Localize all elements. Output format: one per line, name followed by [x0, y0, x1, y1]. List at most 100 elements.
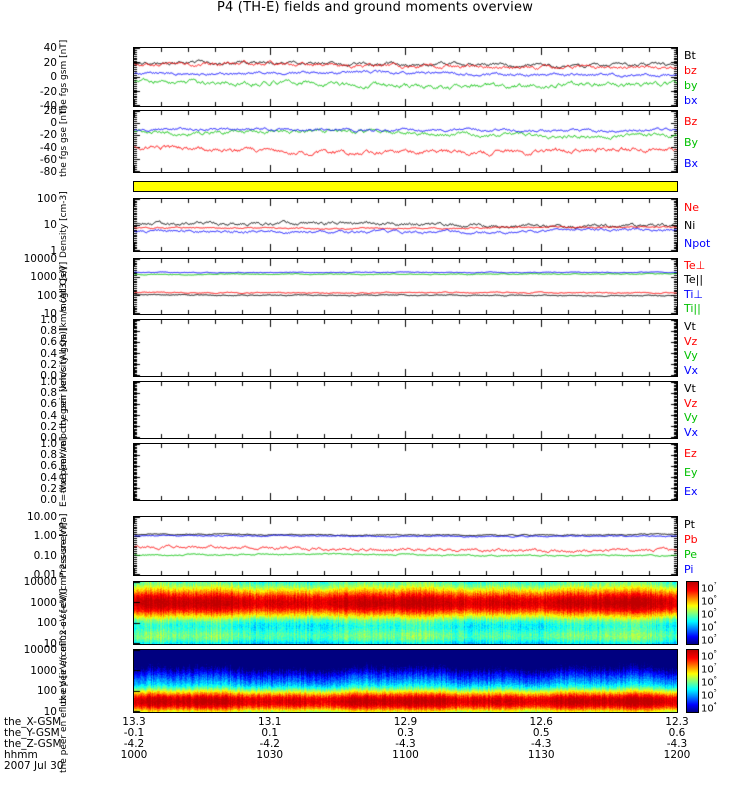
x-tick-1-hhmm: 1030: [256, 749, 284, 761]
y-tick-fgs-gsm-3: -20: [39, 85, 57, 98]
legend-fgs-gsm-Bt: Bt: [684, 48, 696, 62]
panel-plot-area-pressure: [134, 517, 677, 575]
panel-pressure: [133, 516, 678, 576]
y-tick-density-2: 1: [50, 245, 57, 257]
y-tick-peir-spectrogram-3: 10: [43, 638, 57, 650]
y-tick-fgs-gse-4: -60: [39, 153, 57, 166]
y-axis-title-peer-velocity: the peer velocity gsm [km/s (All Qs)]: [59, 327, 69, 493]
y-tick-peer-spectrogram-2: 100: [36, 685, 57, 698]
legend-peer-velocity-Vz: Vz: [684, 396, 698, 410]
colorbar-label-peer-spectrogram-1: 10⁷: [701, 662, 717, 676]
y-tick-labels-state-bar: [0, 181, 131, 192]
legend-peer-velocity-Vy: Vy: [684, 411, 698, 425]
y-tick-labels-fgs-gsm: 40 20 0 -20 -40: [0, 42, 131, 112]
x-tick-3-x_gsm: 12.6: [529, 716, 553, 728]
y-tick-peer-spectrogram-0: 10000: [23, 644, 57, 656]
y-tick-peir-velocity-4: 0.2: [40, 358, 57, 371]
panel-plot-area-temperature: [134, 259, 677, 314]
x-tick-0-x_gsm: 13.3: [122, 716, 146, 728]
legend-fgs-gse-Bx: Bx: [684, 156, 699, 170]
colorbar-label-peir-spectrogram-4: 10³: [701, 632, 717, 646]
date-stamp: 2007 Jul 30: [4, 760, 64, 772]
y-tick-temperature-2: 100: [36, 289, 57, 302]
legend-pressure-Pi: Pi: [684, 562, 694, 576]
x-tick-2-y_gsm: 0.3: [397, 727, 414, 739]
x-tick-1-y_gsm: 0.1: [261, 727, 279, 739]
legend-temperature-Te: Te||: [684, 273, 704, 287]
y-tick-temperature-1: 1000: [30, 271, 57, 284]
y-tick-peir-spectrogram-1: 1000: [30, 596, 57, 609]
x-tick-0-z_gsm: -4.2: [123, 738, 145, 750]
y-tick-pressure-1: 1.00: [33, 530, 57, 543]
legend-fgs-gsm-by: by: [684, 78, 698, 92]
y-tick-temperature-3: 10: [43, 308, 57, 320]
legend-peer-velocity-Vx: Vx: [684, 425, 699, 439]
y-tick-fgs-gsm-2: 0: [50, 71, 57, 83]
y-tick-fgs-gse-0: 20: [43, 105, 57, 117]
legend-fgs-gse-By: By: [684, 135, 699, 149]
colorbar-label-peer-spectrogram-2: 10⁶: [701, 675, 717, 689]
legend-temperature-Te: Te⊥: [684, 259, 706, 273]
x-axis-row-label-2: the_Z-GSM: [4, 738, 62, 750]
x-axis-row-label-0: the_X-GSM: [4, 716, 62, 728]
y-tick-peer-velocity-4: 0.2: [40, 420, 57, 433]
panel-plot-area-state-bar: [134, 182, 677, 191]
legend-peir-velocity-Vz: Vz: [684, 334, 698, 348]
y-tick-peir-velocity-3: 0.4: [40, 347, 57, 360]
panel-plot-area-peer-spectrogram: [134, 650, 677, 712]
y-tick-temperature-0: 10000: [23, 253, 57, 265]
x-tick-0-y_gsm: -0.1: [123, 727, 145, 739]
panel-plot-area-efield: [134, 444, 677, 500]
y-tick-efield-3: 0.4: [40, 471, 57, 484]
panel-efield: [133, 443, 678, 501]
legend-density-Ne: Ne: [684, 201, 699, 214]
y-tick-peer-velocity-1: 0.8: [40, 387, 57, 400]
colorbar-label-peir-spectrogram-1: 10⁶: [701, 594, 717, 608]
panel-plot-area-peir-spectrogram: [134, 582, 677, 644]
y-axis-title-peer-spectrogram: the peer en eflux eV [eV/(cm^2-s-sr-eV)]: [59, 588, 69, 774]
x-tick-4-y_gsm: 0.6: [668, 727, 686, 739]
colorbar-peir-spectrogram: [686, 581, 699, 645]
legend-temperature-Ti: Ti⊥: [684, 287, 704, 301]
y-axis-title-efield: E=-VxB [mV/m]: [59, 436, 69, 508]
y-axis-title-fgs-gsm: the fgs gsm [nT]: [59, 39, 69, 115]
colorbar-label-peir-spectrogram-2: 10⁵: [701, 607, 717, 621]
colorbar-label-peer-spectrogram-4: 10⁴: [701, 700, 717, 714]
y-tick-fgs-gse-1: 0: [50, 117, 57, 130]
y-axis-title-fgs-gse: the fgs gse [nT]: [59, 105, 69, 178]
legend-peer-velocity-Vt: Vt: [684, 382, 696, 396]
y-tick-pressure-3: 0.01: [33, 569, 57, 581]
y-tick-peir-velocity-0: 1.0: [40, 314, 57, 326]
y-tick-density-0: 100: [36, 193, 57, 205]
y-tick-labels-density: 100 10 1: [0, 193, 131, 257]
x-tick-4-z_gsm: -4.3: [666, 738, 688, 750]
panel-peir-velocity: [133, 319, 678, 377]
panel-plot-area-fgs-gsm: [134, 48, 677, 106]
legend-density-Ni: Ni: [684, 219, 696, 232]
legend-efield-Ex: Ex: [684, 485, 698, 499]
page-title: P4 (TH-E) fields and ground moments over…: [216, 0, 534, 15]
panel-peer-velocity: [133, 381, 678, 439]
y-tick-pressure-2: 0.10: [33, 549, 57, 562]
legend-peir-velocity-Vy: Vy: [684, 349, 698, 363]
panel-fgs-gsm: [133, 47, 678, 107]
y-tick-labels-peir-velocity: 1.0 0.8 0.6 0.4 0.2 0.0: [0, 314, 131, 382]
colorbar-gradient-peer-spectrogram: [687, 650, 698, 712]
colorbar-peer-spectrogram: [686, 649, 699, 713]
y-tick-efield-5: 0.0: [40, 494, 57, 506]
y-tick-fgs-gse-3: -40: [39, 141, 57, 154]
panel-density: [133, 198, 678, 252]
x-tick-4-x_gsm: 12.3: [665, 716, 689, 728]
y-tick-fgs-gsm-0: 40: [43, 42, 57, 54]
legend-peir-velocity-Vt: Vt: [684, 320, 696, 334]
legend-pressure-Pe: Pe: [684, 547, 698, 561]
panel-peer-spectrogram: [133, 649, 678, 713]
y-tick-labels-peer-spectrogram: 10000 1000 100 10: [0, 644, 131, 718]
panel-fgs-gse: [133, 110, 678, 173]
panel-plot-area-peer-velocity: [134, 382, 677, 438]
y-tick-peer-velocity-3: 0.4: [40, 409, 57, 422]
y-tick-peer-velocity-0: 1.0: [40, 376, 57, 388]
x-tick-2-hhmm: 1100: [392, 749, 419, 761]
y-tick-peer-spectrogram-3: 10: [43, 706, 57, 718]
panel-temperature: [133, 258, 678, 315]
